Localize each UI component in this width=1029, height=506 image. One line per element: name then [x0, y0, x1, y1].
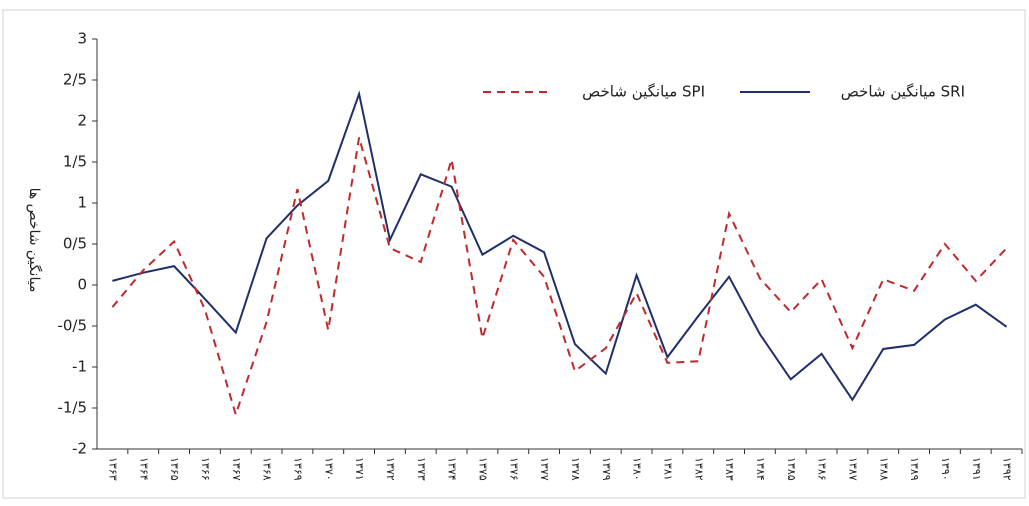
- x-tick-label: ۱۳۶۵: [168, 457, 181, 481]
- x-tick-label: ۱۳۸۰: [631, 457, 644, 481]
- x-tick-label: ۱۳۸۵: [785, 457, 798, 481]
- y-axis-label: میانگین شاخص ها: [26, 188, 43, 293]
- x-tick-label: ۱۳۸۷: [846, 457, 859, 481]
- y-tick-label: 3: [77, 30, 87, 48]
- x-tick-label: ۱۳۷۷: [538, 457, 551, 481]
- x-tick-label: ۱۳۶۷: [230, 457, 243, 481]
- x-tick-label: ۱۳۷۰: [322, 457, 335, 481]
- y-tick-label: -1: [72, 358, 87, 376]
- x-tick-label: ۱۳۸۲: [692, 457, 705, 481]
- x-tick-label: ۱۳۷۶: [507, 457, 520, 481]
- x-tick-label: ۱۳۹۲: [1001, 457, 1014, 481]
- x-tick-label: ۱۳۷۴: [446, 457, 459, 481]
- legend-label: میانگین شاخص SRI: [841, 83, 965, 101]
- y-tick-label: 0: [77, 276, 87, 294]
- x-tick-label: ۱۳۹۰: [939, 457, 952, 481]
- x-tick-label: ۱۳۷۱: [353, 457, 366, 481]
- x-tick-label: ۱۳۶۹: [291, 457, 304, 481]
- x-tick-label: ۱۳۶۳: [106, 457, 119, 481]
- x-tick-label: ۱۳۷۸: [569, 457, 582, 481]
- x-tick-label: ۱۳۶۸: [261, 457, 274, 481]
- series-line: [112, 90, 1008, 402]
- legend-label: میانگین شاخص SPI: [582, 83, 705, 101]
- y-tick-label: 2/5: [63, 71, 87, 89]
- y-tick-label: 2: [77, 112, 87, 130]
- x-tick-label: ۱۳۷۹: [600, 457, 613, 481]
- y-tick-label: -1/5: [57, 399, 87, 417]
- x-tick-label: ۱۳۸۶: [816, 457, 829, 481]
- x-tick-label: ۱۳۸۱: [661, 457, 674, 481]
- x-tick-label: ۱۳۸۳: [723, 457, 736, 481]
- x-tick-label: ۱۳۸۴: [754, 457, 767, 481]
- x-tick-label: ۱۳۶۶: [199, 457, 212, 481]
- x-tick-label: ۱۳۸۹: [908, 457, 921, 481]
- x-tick-label: ۱۳۹۱: [970, 457, 983, 481]
- series-line: [111, 137, 1008, 418]
- x-tick-label: ۱۳۶۴: [137, 457, 150, 481]
- y-tick-label: -2: [72, 440, 87, 458]
- y-tick-label: 0/5: [63, 235, 87, 253]
- x-tick-label: ۱۳۷۲: [384, 457, 397, 481]
- y-tick-label: 1: [77, 194, 87, 212]
- x-tick-label: ۱۳۸۸: [877, 457, 890, 481]
- x-tick-label: ۱۳۷۵: [476, 457, 489, 481]
- x-tick-label: ۱۳۷۳: [415, 457, 428, 481]
- y-tick-label: 1/5: [63, 153, 87, 171]
- y-tick-label: -0/5: [57, 317, 87, 335]
